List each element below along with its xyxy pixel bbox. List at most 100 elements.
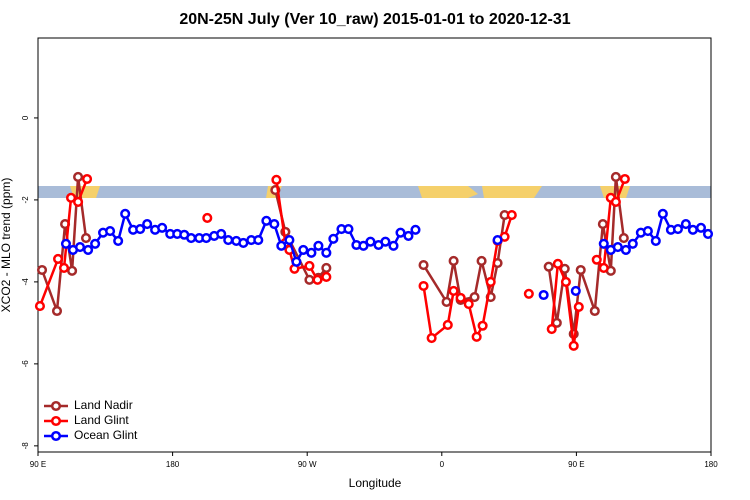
data-point <box>186 232 197 244</box>
data-point <box>73 171 84 183</box>
data-point <box>642 226 653 237</box>
data-point <box>410 224 421 235</box>
data-point <box>80 232 92 244</box>
data-point <box>610 171 621 183</box>
data-point <box>58 262 70 274</box>
data-point <box>598 262 609 274</box>
data-point <box>83 244 94 255</box>
y-tick-label: -6 <box>21 360 30 368</box>
data-point <box>591 254 602 265</box>
data-point <box>610 196 621 208</box>
data-point <box>201 232 212 244</box>
y-tick-label: -4 <box>21 278 30 286</box>
data-point <box>441 296 452 308</box>
data-point <box>680 219 691 230</box>
x-axis-label: Longitude <box>349 476 402 490</box>
data-point <box>365 236 376 247</box>
data-point <box>627 238 638 249</box>
data-point <box>471 331 482 342</box>
data-point <box>657 208 668 219</box>
data-point <box>223 235 234 246</box>
data-point <box>570 285 581 296</box>
data-point <box>261 215 272 226</box>
legend-label: Ocean Glint <box>74 428 138 442</box>
data-point <box>271 174 282 185</box>
data-point <box>597 219 608 230</box>
data-point <box>306 247 317 258</box>
data-point <box>328 233 339 244</box>
data-point <box>304 260 315 271</box>
data-point <box>589 305 600 317</box>
data-point <box>477 320 488 331</box>
data-point <box>455 292 466 303</box>
data-point <box>560 276 571 287</box>
data-point <box>395 227 406 238</box>
y-tick-label: -8 <box>21 442 30 450</box>
data-point <box>358 240 369 251</box>
data-point <box>672 223 683 235</box>
data-point <box>620 244 631 255</box>
data-point <box>321 247 332 258</box>
data-point <box>313 240 324 251</box>
x-tick-label: 180 <box>166 460 180 469</box>
data-point <box>448 255 459 267</box>
data-point <box>575 264 586 276</box>
data-point <box>403 230 414 242</box>
data-point <box>523 288 534 299</box>
data-point <box>619 173 630 185</box>
data-point <box>321 271 332 283</box>
data-point <box>573 301 584 312</box>
data-point <box>687 224 698 235</box>
data-point <box>492 235 503 246</box>
data-point <box>426 332 437 344</box>
legend-marker <box>50 400 62 412</box>
ocean-strip <box>38 186 711 198</box>
data-point <box>650 235 661 246</box>
data-point <box>284 235 295 246</box>
data-point <box>202 212 213 223</box>
data-point <box>60 238 72 249</box>
data-point <box>469 292 480 303</box>
legend-label: Land Nadir <box>74 398 133 412</box>
data-point <box>52 253 64 264</box>
data-point <box>543 261 554 272</box>
data-point <box>506 210 517 221</box>
data-point <box>612 241 623 253</box>
data-point <box>74 241 86 253</box>
y-tick-label: -2 <box>21 196 30 204</box>
data-point <box>142 219 153 230</box>
data-point <box>343 223 354 235</box>
data-point <box>695 222 707 233</box>
legend-marker <box>50 430 62 442</box>
data-point <box>73 196 84 208</box>
data-point <box>546 323 557 335</box>
data-point <box>552 258 563 269</box>
data-point <box>216 228 227 239</box>
data-point <box>66 192 77 203</box>
data-point <box>253 235 264 246</box>
data-point <box>702 228 714 239</box>
data-point <box>113 235 124 246</box>
data-point <box>618 232 629 244</box>
data-point <box>291 256 302 267</box>
plot-frame <box>37 37 712 453</box>
data-point <box>476 255 487 267</box>
data-point <box>67 265 78 276</box>
data-point <box>105 226 116 237</box>
data-point <box>312 274 323 285</box>
legend-label: Land Glint <box>74 413 129 427</box>
data-point <box>51 305 63 317</box>
legend-marker <box>50 415 62 427</box>
map-strip <box>38 186 711 198</box>
data-point <box>442 319 453 330</box>
data-point <box>448 285 459 296</box>
data-point <box>82 173 93 185</box>
data-point <box>485 276 496 287</box>
data-point <box>238 237 249 249</box>
data-point <box>321 262 332 274</box>
x-tick-label: 180 <box>704 460 718 469</box>
series <box>60 208 714 301</box>
data-point <box>463 298 474 310</box>
